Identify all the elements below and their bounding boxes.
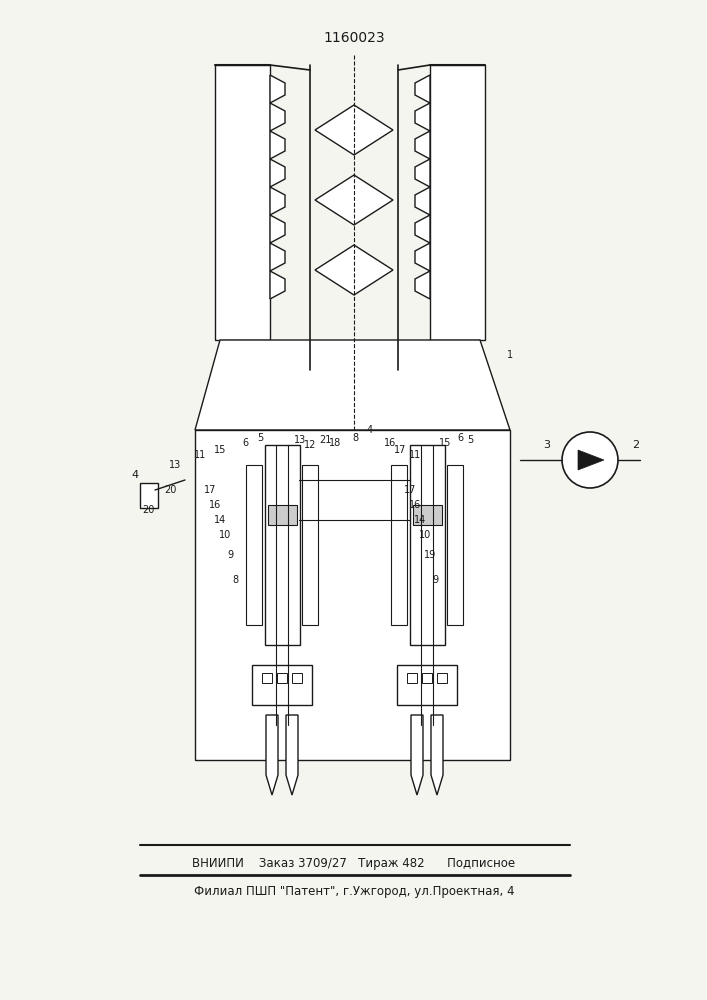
Polygon shape [270,215,285,243]
Polygon shape [415,75,430,103]
Text: 15: 15 [439,438,451,448]
Text: 2: 2 [633,440,640,450]
Bar [215,65,270,340]
Text: 15: 15 [214,445,226,455]
Bar [447,465,463,625]
Bar [246,465,262,625]
Bar [407,673,417,683]
Polygon shape [270,271,285,299]
Bar [413,505,442,525]
Text: 20: 20 [164,485,176,495]
Polygon shape [270,243,285,271]
Text: 16: 16 [209,500,221,510]
Bar [422,673,432,683]
Bar [397,665,457,705]
Text: 13: 13 [169,460,181,470]
Bar [410,445,445,645]
Polygon shape [415,243,430,271]
Polygon shape [315,105,393,155]
Bar [277,673,287,683]
Polygon shape [415,187,430,215]
Polygon shape [431,715,443,795]
Bar [292,673,302,683]
Text: 16: 16 [409,500,421,510]
Text: 20: 20 [142,505,154,515]
Text: Филиал ПШП "Патент", г.Ужгород, ул.Проектная, 4: Филиал ПШП "Патент", г.Ужгород, ул.Проек… [194,884,514,898]
Polygon shape [415,215,430,243]
Text: 13: 13 [294,435,306,445]
Polygon shape [266,715,278,795]
Polygon shape [270,103,285,131]
Polygon shape [315,245,393,295]
Polygon shape [270,131,285,159]
Text: 17: 17 [204,485,216,495]
Polygon shape [411,715,423,795]
Text: 9: 9 [432,575,438,585]
Text: 8: 8 [352,433,358,443]
Text: 17: 17 [404,485,416,495]
Text: ВНИИПИ    Заказ 3709/27   Тираж 482      Подписное: ВНИИПИ Заказ 3709/27 Тираж 482 Подписное [192,856,515,869]
Polygon shape [415,271,430,299]
Text: 6: 6 [457,433,463,443]
Bar [391,465,407,625]
Text: 6: 6 [242,438,248,448]
Text: 11: 11 [409,450,421,460]
Polygon shape [286,715,298,795]
Text: 1: 1 [507,350,513,360]
Text: 14: 14 [414,515,426,525]
Text: 17: 17 [394,445,407,455]
Polygon shape [270,75,285,103]
Bar [265,445,300,645]
Polygon shape [195,340,510,430]
Bar [195,430,510,760]
Text: 3: 3 [544,440,551,450]
Text: 14: 14 [214,515,226,525]
Bar [262,673,272,683]
Text: 18: 18 [329,438,341,448]
Text: 4: 4 [367,425,373,435]
Circle shape [562,432,618,488]
Text: 12: 12 [304,440,316,450]
Text: 5: 5 [257,433,263,443]
Text: 10: 10 [219,530,231,540]
Text: 19: 19 [424,550,436,560]
Bar [302,465,318,625]
Bar [252,665,312,705]
Text: 10: 10 [419,530,431,540]
Text: 9: 9 [227,550,233,560]
Text: 4: 4 [132,470,139,480]
Text: 21: 21 [319,435,331,445]
Text: 5: 5 [467,435,473,445]
Bar [140,483,158,508]
Text: 8: 8 [232,575,238,585]
Text: 11: 11 [194,450,206,460]
Text: 16: 16 [384,438,396,448]
Polygon shape [415,131,430,159]
Polygon shape [270,159,285,187]
Polygon shape [415,103,430,131]
Bar [268,505,297,525]
Polygon shape [315,175,393,225]
Bar [430,65,485,340]
Text: 1160023: 1160023 [323,31,385,45]
Polygon shape [578,450,604,470]
Bar [437,673,447,683]
Polygon shape [270,187,285,215]
Polygon shape [415,159,430,187]
